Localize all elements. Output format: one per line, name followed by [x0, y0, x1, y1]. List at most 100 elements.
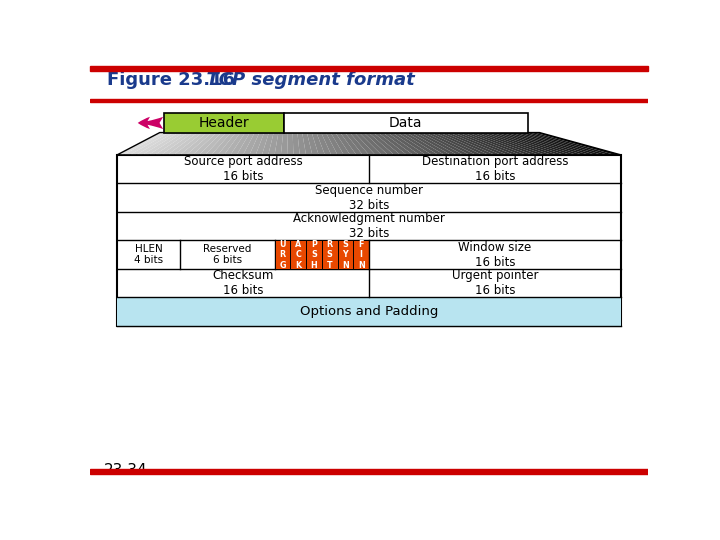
Text: Checksum
16 bits: Checksum 16 bits: [212, 269, 274, 297]
Polygon shape: [374, 132, 407, 155]
Text: Options and Padding: Options and Padding: [300, 305, 438, 318]
Text: R
S
T: R S T: [327, 240, 333, 269]
Text: Figure 23.16: Figure 23.16: [107, 71, 235, 90]
Polygon shape: [521, 132, 602, 155]
Polygon shape: [535, 132, 621, 155]
Polygon shape: [180, 132, 212, 155]
Polygon shape: [516, 132, 595, 155]
Bar: [163, 113, 284, 132]
Polygon shape: [407, 132, 451, 155]
Polygon shape: [482, 132, 552, 155]
Polygon shape: [487, 132, 558, 155]
Text: 23.34: 23.34: [104, 463, 148, 478]
Polygon shape: [123, 132, 169, 155]
Bar: [117, 155, 621, 326]
Polygon shape: [307, 132, 319, 155]
Polygon shape: [526, 132, 608, 155]
Bar: [306, 240, 322, 269]
Text: F
I
N: F I N: [358, 240, 364, 269]
Polygon shape: [359, 132, 388, 155]
Polygon shape: [459, 132, 520, 155]
Polygon shape: [397, 132, 438, 155]
Polygon shape: [230, 132, 250, 155]
Polygon shape: [330, 132, 350, 155]
Polygon shape: [420, 132, 469, 155]
Polygon shape: [369, 132, 400, 155]
Polygon shape: [256, 132, 269, 155]
Text: S
Y
N: S Y N: [342, 240, 348, 269]
Bar: [290, 240, 306, 269]
Text: Data: Data: [389, 116, 423, 130]
Polygon shape: [511, 132, 590, 155]
Polygon shape: [193, 132, 222, 155]
Polygon shape: [449, 132, 508, 155]
Polygon shape: [354, 132, 382, 155]
Bar: [322, 240, 338, 269]
Bar: [90, 99, 648, 102]
Polygon shape: [237, 132, 255, 155]
Polygon shape: [392, 132, 432, 155]
Text: Reserved
6 bits: Reserved 6 bits: [203, 244, 251, 265]
Polygon shape: [345, 132, 369, 155]
Polygon shape: [497, 132, 570, 155]
Polygon shape: [383, 132, 419, 155]
Polygon shape: [130, 132, 174, 155]
Polygon shape: [440, 132, 495, 155]
Polygon shape: [292, 132, 300, 155]
Polygon shape: [364, 132, 394, 155]
Polygon shape: [205, 132, 231, 155]
Polygon shape: [212, 132, 235, 155]
Polygon shape: [161, 132, 198, 155]
Polygon shape: [224, 132, 246, 155]
Polygon shape: [492, 132, 564, 155]
Text: Sequence number
32 bits: Sequence number 32 bits: [315, 184, 423, 212]
Text: A
C
K: A C K: [295, 240, 301, 269]
Bar: [284, 113, 528, 132]
Polygon shape: [502, 132, 577, 155]
Polygon shape: [506, 132, 583, 155]
Polygon shape: [297, 132, 306, 155]
Bar: [354, 240, 369, 269]
Polygon shape: [454, 132, 514, 155]
Polygon shape: [287, 132, 294, 155]
Polygon shape: [431, 132, 482, 155]
Text: Header: Header: [199, 116, 249, 130]
Polygon shape: [312, 132, 325, 155]
Polygon shape: [426, 132, 476, 155]
Polygon shape: [302, 132, 312, 155]
Text: Urgent pointer
16 bits: Urgent pointer 16 bits: [451, 269, 538, 297]
Polygon shape: [350, 132, 375, 155]
Polygon shape: [168, 132, 202, 155]
Text: Acknowledgment number
32 bits: Acknowledgment number 32 bits: [293, 212, 445, 240]
Polygon shape: [530, 132, 615, 155]
Polygon shape: [136, 132, 179, 155]
Bar: [338, 240, 354, 269]
Polygon shape: [186, 132, 217, 155]
Polygon shape: [468, 132, 533, 155]
Polygon shape: [262, 132, 274, 155]
Polygon shape: [269, 132, 279, 155]
Polygon shape: [326, 132, 344, 155]
Polygon shape: [143, 132, 184, 155]
Polygon shape: [435, 132, 489, 155]
Polygon shape: [416, 132, 464, 155]
Polygon shape: [378, 132, 413, 155]
Polygon shape: [464, 132, 526, 155]
Polygon shape: [155, 132, 193, 155]
Text: Destination port address
16 bits: Destination port address 16 bits: [422, 155, 568, 183]
Polygon shape: [117, 132, 164, 155]
Polygon shape: [473, 132, 539, 155]
Polygon shape: [444, 132, 501, 155]
Polygon shape: [478, 132, 545, 155]
Polygon shape: [218, 132, 240, 155]
Polygon shape: [411, 132, 457, 155]
Polygon shape: [249, 132, 264, 155]
Text: TCP segment format: TCP segment format: [194, 71, 415, 90]
Text: Source port address
16 bits: Source port address 16 bits: [184, 155, 302, 183]
Polygon shape: [321, 132, 338, 155]
Polygon shape: [402, 132, 444, 155]
Polygon shape: [174, 132, 207, 155]
Text: HLEN
4 bits: HLEN 4 bits: [134, 244, 163, 265]
Polygon shape: [199, 132, 226, 155]
Text: Window size
16 bits: Window size 16 bits: [459, 241, 531, 268]
